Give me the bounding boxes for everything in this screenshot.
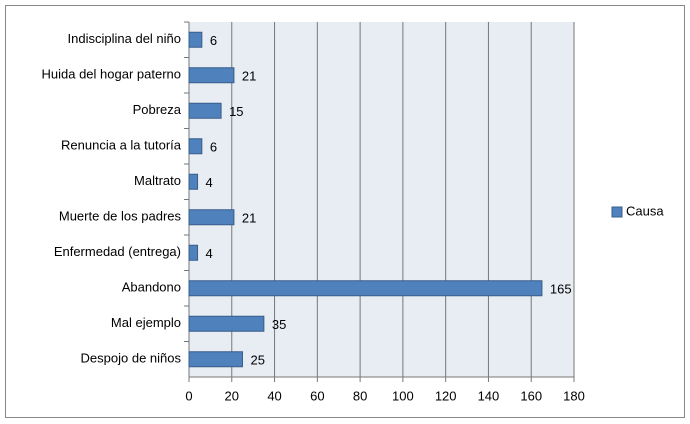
data-label: 15 <box>229 104 243 119</box>
y-tick-label: Indisciplina del niño <box>68 31 181 46</box>
data-label: 165 <box>550 282 572 297</box>
bar <box>188 209 235 226</box>
bar <box>188 351 243 368</box>
legend-swatch <box>611 206 623 218</box>
y-tick-label: Enfermedad (entrega) <box>54 244 181 259</box>
data-label: 6 <box>210 33 217 48</box>
x-tick-label: 20 <box>225 388 239 403</box>
data-label: 21 <box>242 211 256 226</box>
x-tick-label: 140 <box>478 388 500 403</box>
y-tick-label: Huida del hogar paterno <box>42 67 182 82</box>
data-label: 21 <box>242 69 256 84</box>
data-label: 25 <box>250 353 264 368</box>
y-tick-label: Mal ejemplo <box>111 315 181 330</box>
bar <box>188 102 222 119</box>
bar <box>188 173 199 190</box>
bar <box>188 31 203 48</box>
bar <box>188 244 199 261</box>
y-tick-label: Despojo de niños <box>81 351 182 366</box>
data-label: 6 <box>210 140 217 155</box>
bar <box>188 315 265 332</box>
x-tick-label: 60 <box>310 388 324 403</box>
legend-label: Causa <box>626 203 664 218</box>
y-tick-label: Pobreza <box>133 102 182 117</box>
data-label: 35 <box>272 317 286 332</box>
y-tick-label: Maltrato <box>134 173 181 188</box>
data-label: 4 <box>206 246 213 261</box>
x-tick-label: 0 <box>185 388 192 403</box>
y-tick-label: Muerte de los padres <box>59 209 182 224</box>
y-tick-label: Abandono <box>122 280 181 295</box>
x-tick-label: 160 <box>520 388 542 403</box>
x-tick-label: 80 <box>353 388 367 403</box>
data-label: 4 <box>206 175 213 190</box>
x-tick-label: 180 <box>563 388 585 403</box>
bar <box>188 67 235 84</box>
x-tick-label: 40 <box>267 388 281 403</box>
x-tick-label: 120 <box>435 388 457 403</box>
y-tick-label: Renuncia a la tutoría <box>61 138 182 153</box>
x-tick-label: 100 <box>392 388 414 403</box>
bar <box>188 280 543 297</box>
bar <box>188 138 203 155</box>
